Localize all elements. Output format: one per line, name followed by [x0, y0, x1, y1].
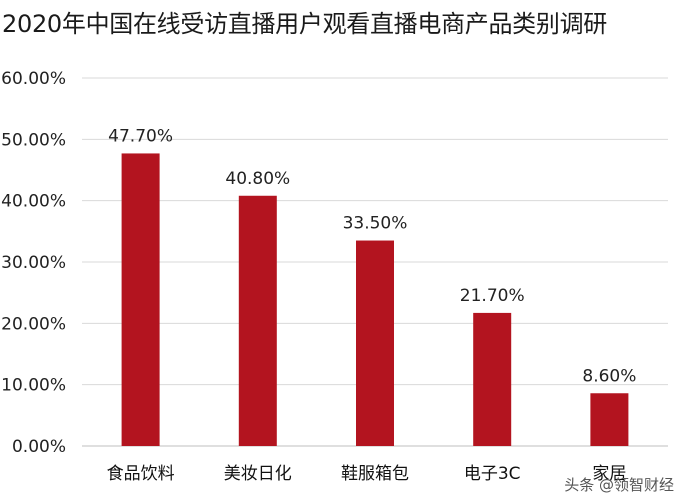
y-tick-label: 0.00% — [12, 437, 66, 457]
y-tick-label: 50.00% — [1, 130, 66, 150]
bar-食品饮料 — [121, 153, 160, 446]
y-tick-label: 20.00% — [1, 314, 66, 334]
category-label: 美妆日化 — [224, 464, 292, 484]
y-tick-label: 10.00% — [1, 376, 66, 396]
category-label: 家居 — [592, 464, 626, 484]
data-label: 47.70% — [108, 126, 173, 146]
y-tick-label: 30.00% — [1, 253, 66, 273]
category-label: 食品饮料 — [107, 464, 175, 484]
bar-家居 — [590, 393, 629, 446]
data-label: 8.60% — [582, 366, 636, 386]
category-label: 电子3C — [464, 464, 521, 484]
data-label: 21.70% — [460, 286, 525, 306]
x-axis: 食品饮料 美妆日化 鞋服箱包 电子3C 家居 — [107, 464, 627, 484]
y-axis: 0.00% 10.00% 20.00% 30.00% 40.00% 50.00% 60.00… — [1, 69, 66, 457]
bar-鞋服箱包 — [356, 240, 394, 446]
bars — [121, 153, 629, 446]
bar-美妆日化 — [238, 195, 277, 446]
chart-title: 2020年中国在线受访直播用户观看直播电商产品类别调研 — [2, 10, 607, 38]
y-tick-label: 40.00% — [1, 192, 66, 212]
category-label: 鞋服箱包 — [341, 464, 409, 484]
data-label: 33.50% — [343, 214, 408, 234]
data-label: 40.80% — [225, 169, 290, 189]
watermark-layer: 头条 @领智财经 — [564, 476, 674, 494]
watermark-text: 头条 @领智财经 — [564, 476, 674, 494]
bar-电子3C — [473, 312, 512, 446]
y-tick-label: 60.00% — [1, 69, 66, 89]
data-labels: 47.70% 40.80% 33.50% 21.70% 8.60% — [108, 126, 636, 386]
